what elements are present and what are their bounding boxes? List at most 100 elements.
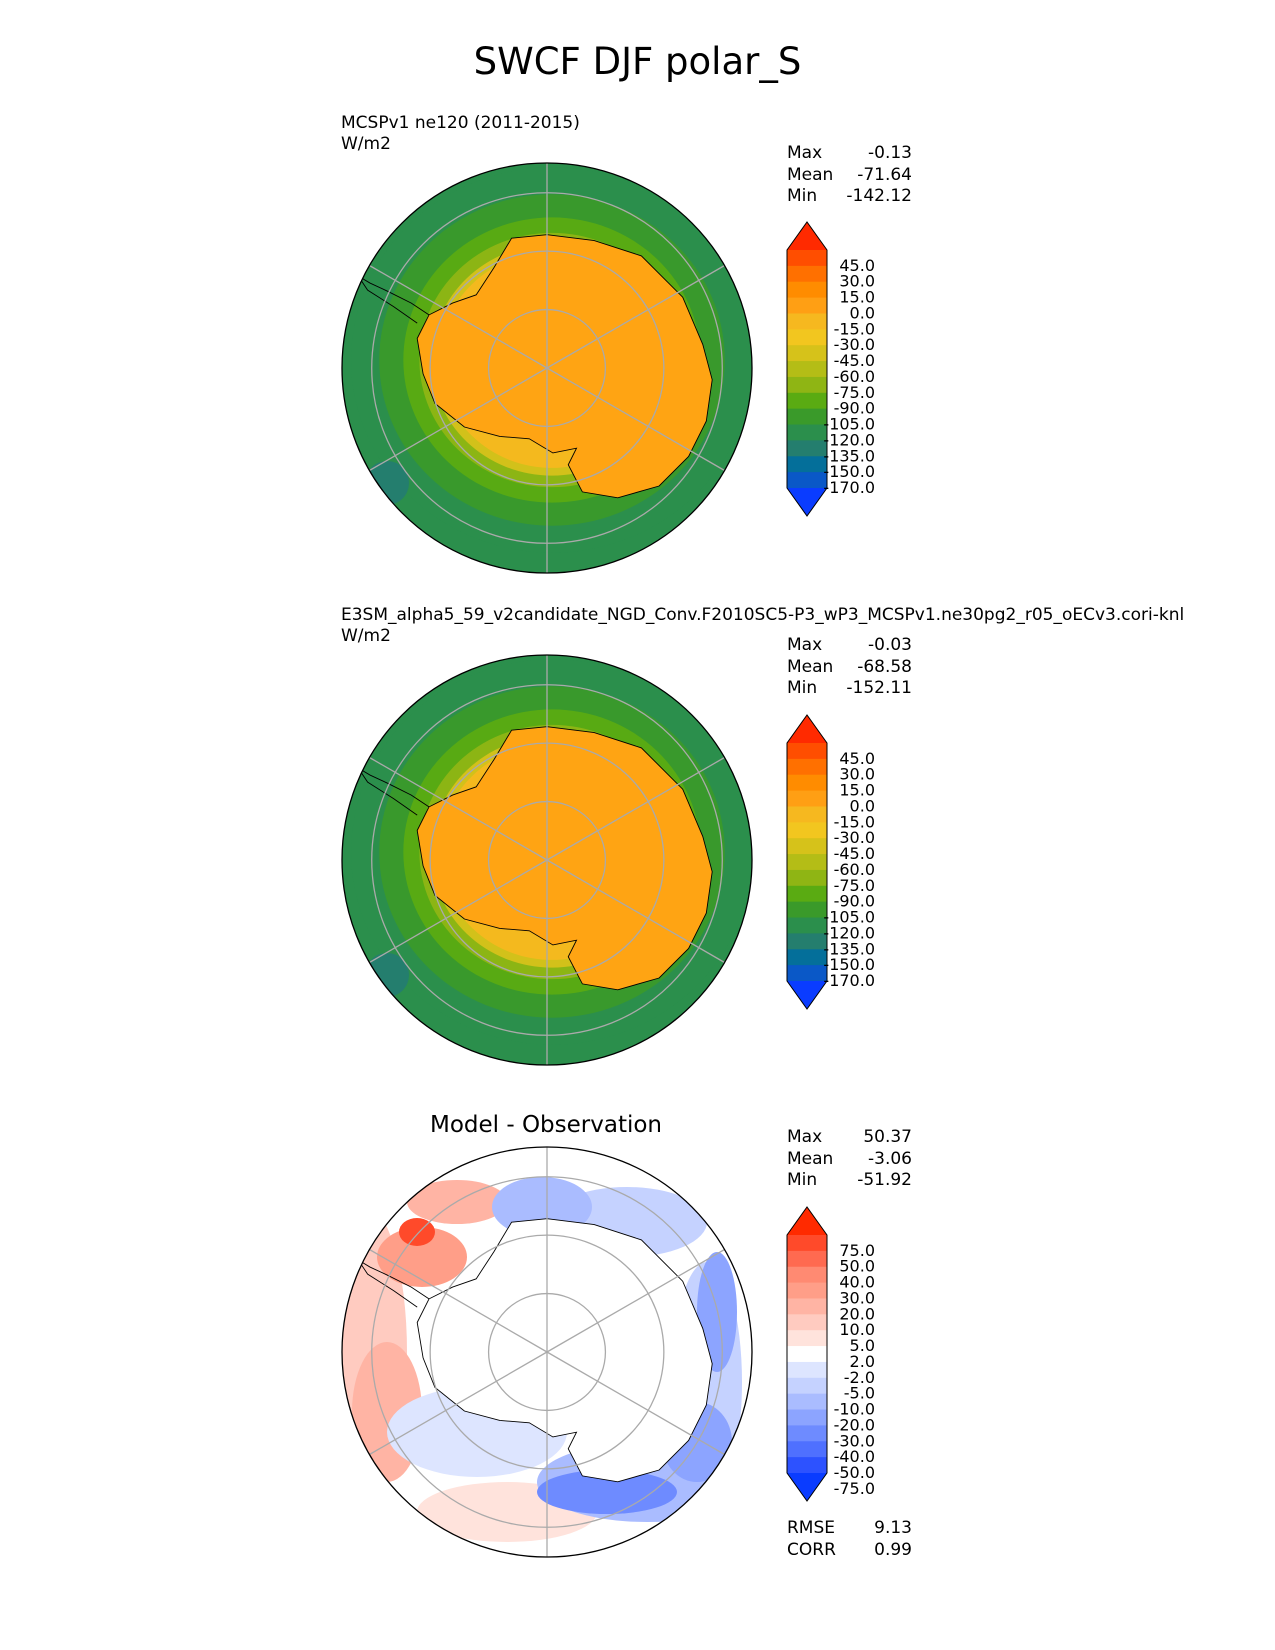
polar-map-2: [341, 654, 753, 1066]
longitude-line: [546, 1248, 725, 1353]
panel-3-stats: Max 50.37 Mean -3.06 Min -51.92: [787, 1127, 912, 1192]
colorbar-segment: [787, 1330, 827, 1347]
colorbar-tick-label: 5.0: [850, 1336, 875, 1355]
antarctica-coastline: [416, 234, 713, 499]
colorbar-tick-label: 15.0: [839, 781, 875, 800]
panel-1-units: W/m2: [341, 134, 391, 154]
panel-1-stats: Max -0.13 Mean -71.64 Min -142.12: [787, 143, 912, 208]
colorbar-segment: [787, 329, 827, 346]
colorbar-tick-label: -30.0: [834, 335, 875, 354]
metric-value: 9.13: [874, 1518, 912, 1538]
colorbar-segment: [787, 1377, 827, 1395]
colorbar-3: 75.050.040.030.020.010.05.02.0-2.0-5.0-1…: [786, 1206, 875, 1502]
colorbar-segment: [787, 1314, 827, 1331]
colorbar-tick-label: -60.0: [834, 367, 875, 386]
colorbar-segment: [787, 456, 827, 473]
colorbar-tick-label: 45.0: [839, 256, 875, 275]
colorbar-tick-label: -150.0: [823, 462, 875, 481]
colorbar-segment: [787, 1409, 827, 1426]
stat-label: Mean: [787, 656, 834, 677]
colorbar-tick-label: 2.0: [850, 1352, 875, 1371]
colorbar-segment: [787, 345, 827, 362]
peninsula-coastline: [357, 275, 430, 324]
figure-title: SWCF DJF polar_S: [473, 40, 802, 83]
panel-1-subtitle: MCSPv1 ne120 (2011-2015): [341, 113, 580, 133]
colorbar-tick-label: 0.0: [850, 303, 875, 322]
colorbar-tick-label: -30.0: [834, 828, 875, 847]
colorbar-segment: [787, 376, 827, 394]
stat-value: -0.03: [868, 635, 912, 655]
colorbar-segment: [787, 965, 827, 982]
longitude-line: [369, 1351, 548, 1456]
stat-value: -68.58: [857, 656, 912, 677]
antarctica-coastline: [416, 1218, 713, 1483]
colorbar-tick-label: -5.0: [844, 1384, 875, 1403]
longitude-line: [369, 264, 548, 369]
panel-2-stats: Max -0.03 Mean -68.58 Min -152.11: [787, 635, 912, 700]
stat-row: Max -0.13: [787, 143, 912, 165]
colorbar-tick-label: -170.0: [823, 971, 875, 990]
map-field-blob: [377, 1227, 467, 1287]
colorbar-tick-label: -2.0: [844, 1368, 875, 1387]
colorbar-1: 45.030.015.00.0-15.0-30.0-45.0-60.0-75.0…: [786, 221, 875, 517]
colorbar-tick-label: -75.0: [834, 1479, 875, 1498]
stat-label: Mean: [787, 164, 834, 185]
colorbar-tick-label: -75.0: [834, 383, 875, 402]
colorbar-segment: [787, 822, 827, 839]
colorbar-segment: [787, 1298, 827, 1315]
colorbar-tick-label: -120.0: [823, 923, 875, 942]
colorbar-segment: [787, 933, 827, 950]
colorbar-segment: [787, 885, 827, 903]
colorbar-segment: [787, 790, 827, 807]
panel-2-units: W/m2: [341, 626, 391, 646]
colorbar-outline: [786, 1206, 828, 1502]
colorbar-tick-label: 30.0: [839, 765, 875, 784]
colorbar-tick-label: -15.0: [834, 812, 875, 831]
antarctica-coastline: [416, 726, 713, 991]
colorbar-extend-max: [787, 715, 827, 743]
colorbar-segment: [787, 408, 827, 426]
colorbar-tick-label: -75.0: [834, 876, 875, 895]
colorbar-tick-label: -60.0: [834, 860, 875, 879]
colorbar-extend-min: [787, 981, 827, 1009]
longitude-line: [546, 756, 725, 861]
colorbar-outline: [786, 221, 828, 517]
metric-label: CORR: [787, 1539, 836, 1560]
colorbar-tick-label: 30.0: [839, 272, 875, 291]
polar-map-1: [341, 162, 753, 574]
colorbar-extend-min: [787, 1473, 827, 1501]
colorbar-segment: [787, 1457, 827, 1474]
colorbar-segment: [787, 869, 827, 887]
colorbar-segment: [787, 424, 827, 441]
colorbar-segment: [787, 1441, 827, 1458]
colorbar-2: 45.030.015.00.0-15.0-30.0-45.0-60.0-75.0…: [786, 714, 875, 1010]
longitude-line: [546, 859, 725, 964]
stat-row: Min -51.92: [787, 1170, 912, 1192]
stat-row: Max 50.37: [787, 1127, 912, 1149]
colorbar-tick-label: 75.0: [839, 1241, 875, 1260]
map-field-blob: [537, 1470, 677, 1514]
colorbar-segment: [787, 392, 827, 410]
stat-value: -0.13: [868, 143, 912, 163]
colorbar-tick-label: -40.0: [834, 1447, 875, 1466]
colorbar-segment: [787, 743, 827, 760]
colorbar-tick-label: -105.0: [823, 908, 875, 927]
stat-value: -3.06: [868, 1148, 912, 1169]
colorbar-segment: [787, 361, 827, 378]
stat-row: Max -0.03: [787, 635, 912, 657]
colorbar-segment: [787, 281, 827, 299]
colorbar-segment: [787, 774, 827, 792]
longitude-line: [546, 1351, 725, 1456]
polar-map-3: [341, 1146, 753, 1558]
stat-label: Min: [787, 1170, 818, 1190]
colorbar-tick-label: -15.0: [834, 319, 875, 338]
colorbar-tick-label: -90.0: [834, 399, 875, 418]
colorbar-segment: [787, 838, 827, 855]
panel-3-metrics: RMSE 9.13 CORR 0.99: [787, 1518, 912, 1561]
colorbar-segment: [787, 1282, 827, 1299]
colorbar-segment: [787, 313, 827, 330]
metric-label: RMSE: [787, 1518, 836, 1538]
colorbar-segment: [787, 806, 827, 823]
colorbar-tick-label: -90.0: [834, 892, 875, 911]
colorbar-tick-label: 45.0: [839, 749, 875, 768]
